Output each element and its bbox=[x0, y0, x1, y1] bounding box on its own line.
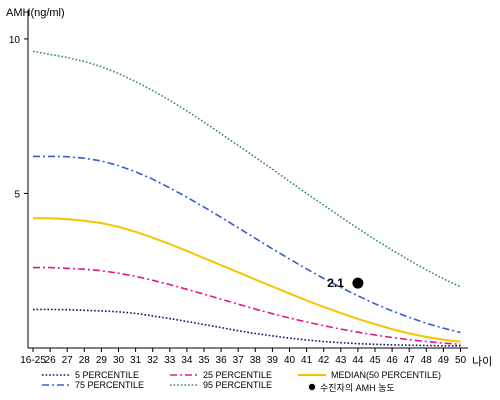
x-tick-label: 49 bbox=[438, 355, 450, 366]
x-tick-label: 31 bbox=[130, 355, 142, 366]
series-layer bbox=[32, 50, 461, 347]
y-tick-label: 5 bbox=[14, 189, 20, 200]
series-line-3 bbox=[33, 155, 461, 334]
series-line-0 bbox=[33, 308, 461, 347]
x-tick-label: 44 bbox=[352, 355, 364, 366]
x-tick-label: 39 bbox=[267, 355, 279, 366]
x-tick-label: 37 bbox=[233, 355, 245, 366]
x-tick-label: 36 bbox=[216, 355, 228, 366]
x-tick-label: 42 bbox=[318, 355, 330, 366]
x-tick-label: 33 bbox=[164, 355, 176, 366]
patient-point-layer: 2.1 bbox=[327, 276, 364, 290]
x-tick-label: 47 bbox=[404, 355, 416, 366]
x-tick-label: 38 bbox=[250, 355, 262, 366]
legend-label-2: MEDIAN(50 PERCENTILE) bbox=[331, 370, 441, 380]
x-tick-label: 46 bbox=[387, 355, 399, 366]
legend-label-1: 25 PERCENTILE bbox=[203, 370, 272, 380]
y-ticks: 5 10 bbox=[9, 35, 28, 200]
x-tick-label: 35 bbox=[198, 355, 210, 366]
x-tick-label: 29 bbox=[96, 355, 108, 366]
x-tick-label: 45 bbox=[369, 355, 381, 366]
legend-label-3: 75 PERCENTILE bbox=[75, 380, 144, 390]
x-tick-label: 16-25 bbox=[20, 355, 46, 366]
legend-label-0: 5 PERCENTILE bbox=[75, 370, 139, 380]
y-tick-label: 10 bbox=[9, 35, 21, 46]
x-tick-label: 40 bbox=[284, 355, 296, 366]
legend-label-4: 95 PERCENTILE bbox=[203, 380, 272, 390]
series-line-2 bbox=[33, 217, 461, 343]
legend: 5 PERCENTILE 25 PERCENTILE MEDIAN(50 PERCE… bbox=[42, 370, 441, 393]
patient-amh-label: 2.1 bbox=[327, 276, 344, 290]
x-tick-label: 48 bbox=[421, 355, 433, 366]
series-line-4 bbox=[32, 50, 461, 288]
x-tick-label: 34 bbox=[181, 355, 193, 366]
x-tick-label: 30 bbox=[113, 355, 125, 366]
x-tick-label: 41 bbox=[301, 355, 313, 366]
legend-point-label: 수진자의 AMH 농도 bbox=[320, 383, 395, 393]
x-axis-label: 나이 bbox=[472, 355, 492, 368]
x-tick-label: 28 bbox=[79, 355, 91, 366]
patient-amh-dot bbox=[352, 277, 364, 289]
x-tick-label: 43 bbox=[335, 355, 347, 366]
legend-point-marker bbox=[308, 383, 316, 391]
series-line-1 bbox=[33, 266, 461, 346]
x-tick-label: 26 bbox=[45, 355, 57, 366]
y-axis-label: AMH(ng/ml) bbox=[6, 7, 65, 19]
x-tick-label: 27 bbox=[62, 355, 74, 366]
x-tick-label: 50 bbox=[455, 355, 467, 366]
x-tick-label: 32 bbox=[147, 355, 159, 366]
